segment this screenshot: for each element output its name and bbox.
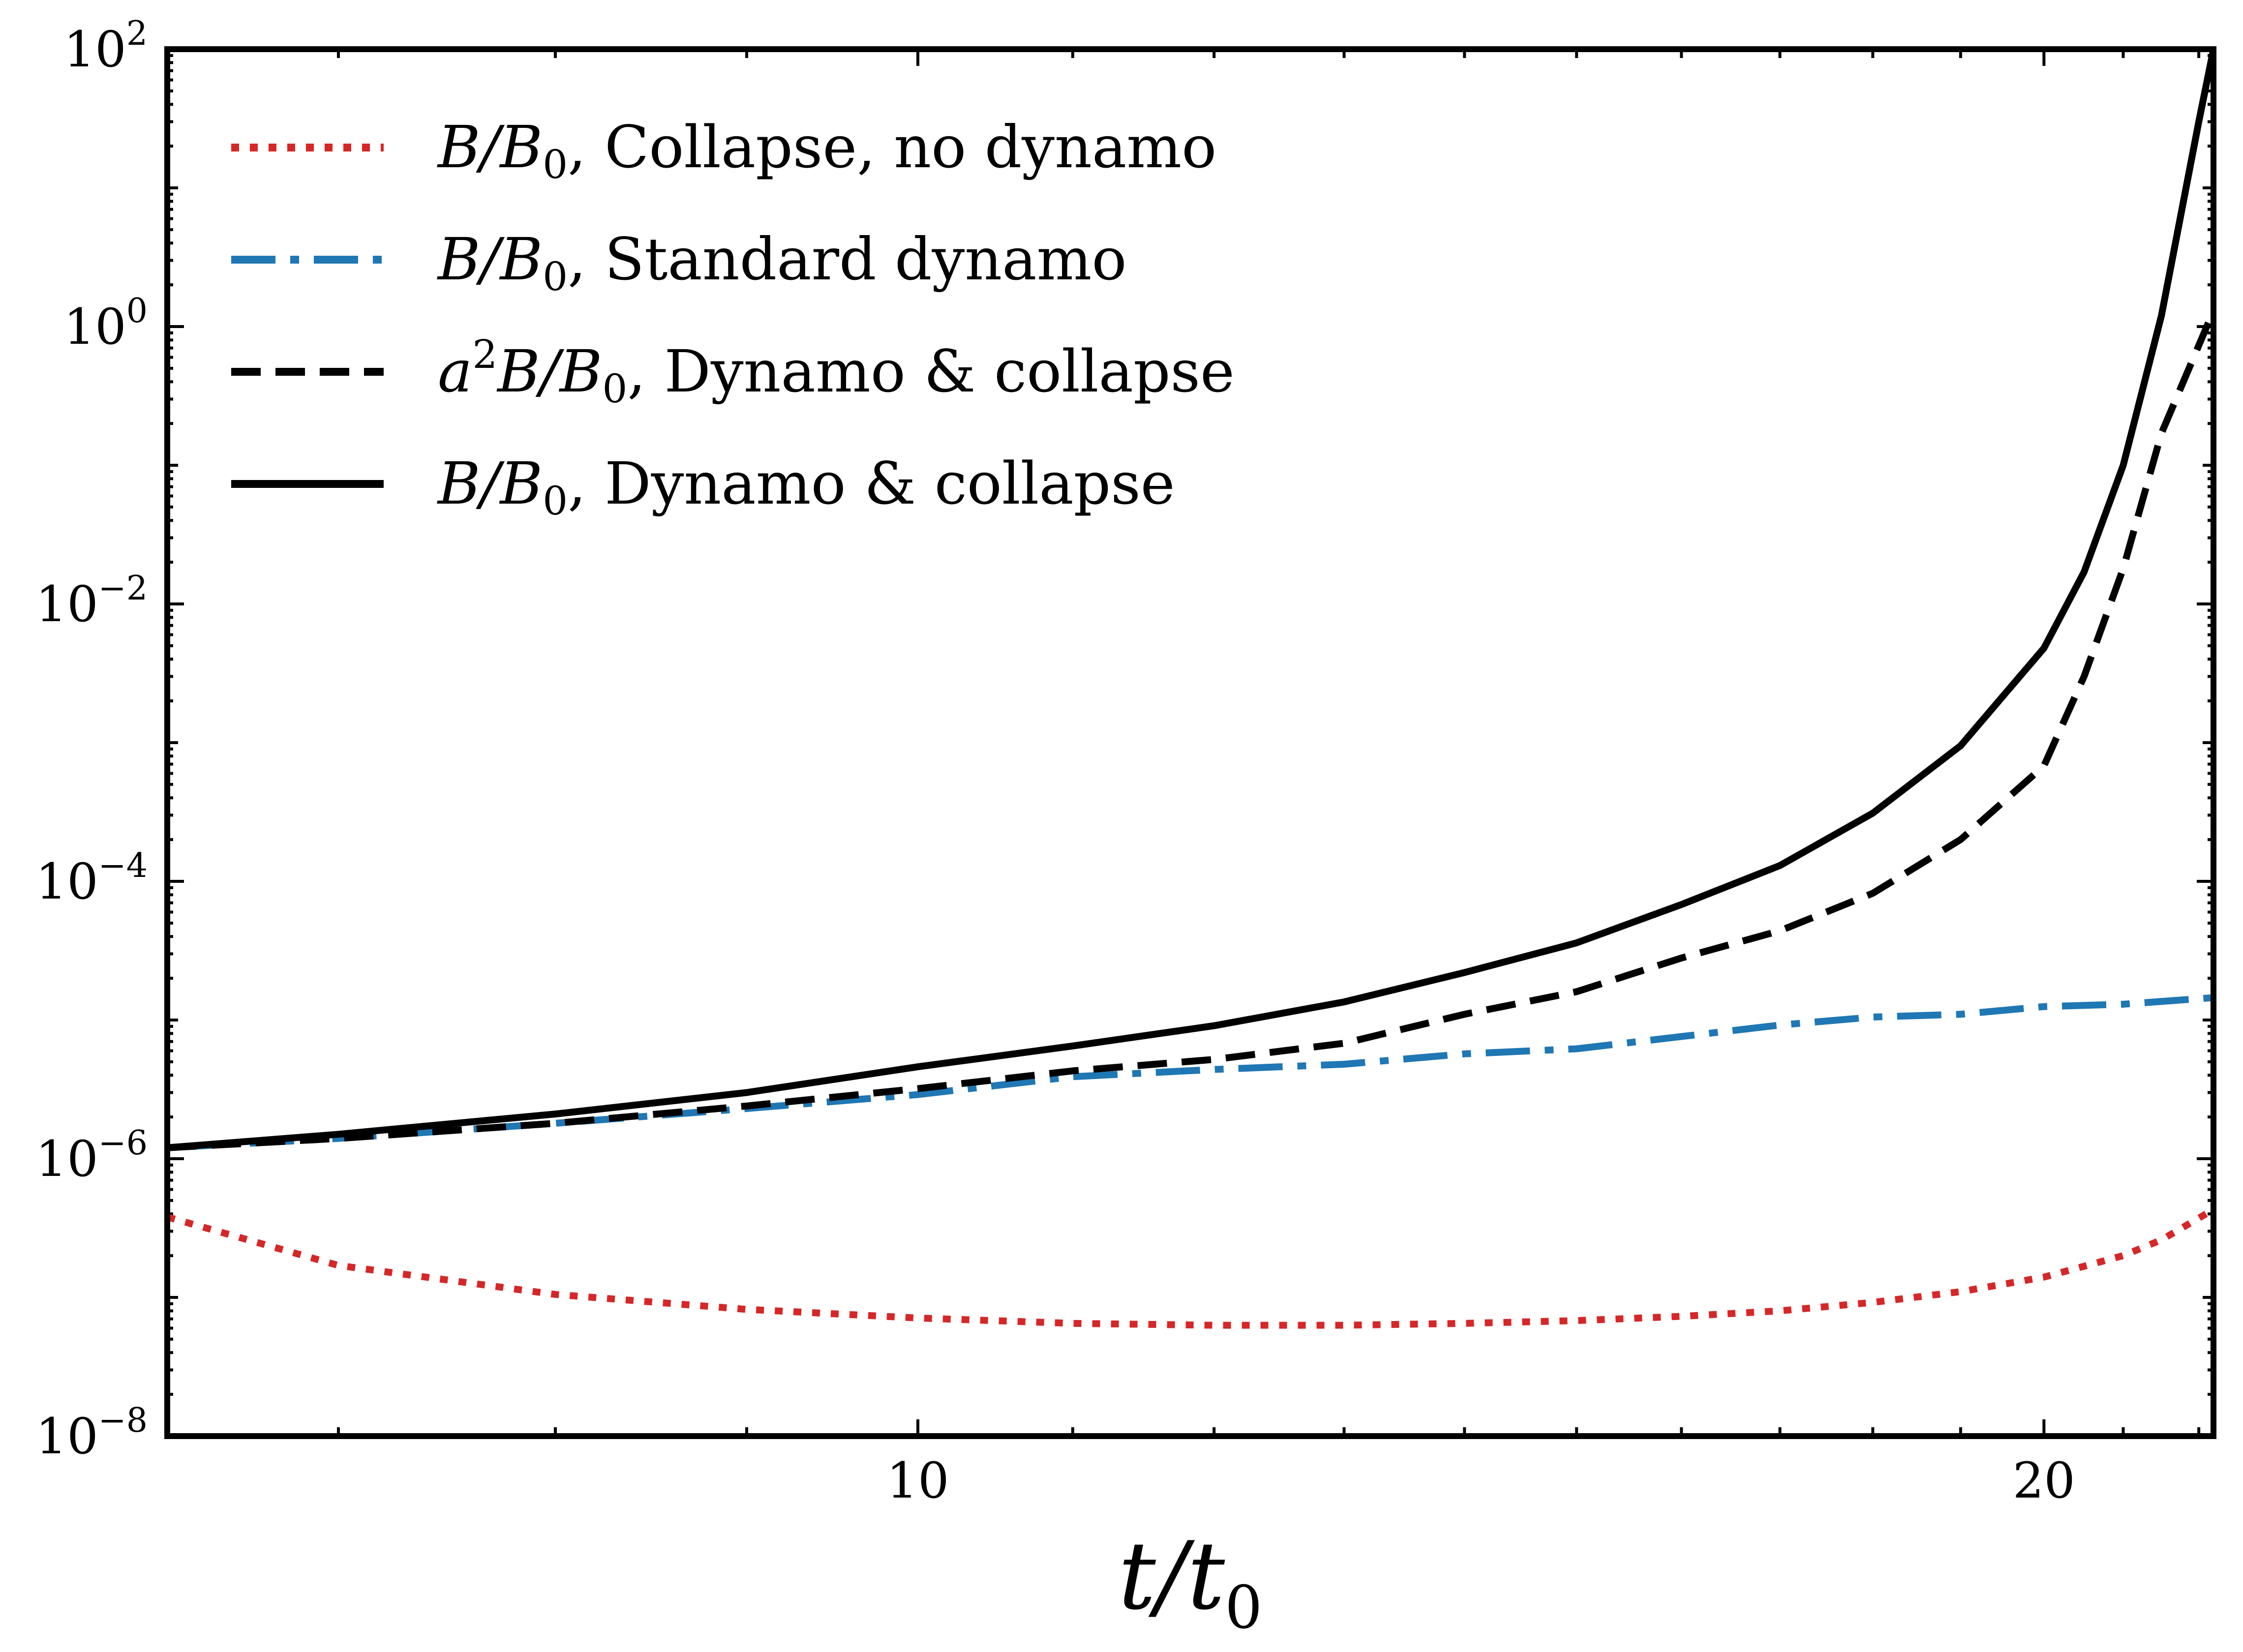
plot-frame [164, 46, 2216, 1439]
y-tick-label: 10−4 [36, 846, 148, 910]
series-line-0 [167, 1206, 2213, 1329]
legend-label-standard-dynamo: B/B0, Standard dynamo [437, 225, 1127, 300]
series-line-1 [167, 994, 2213, 1151]
x-tick-labels: 10 20 [886, 1452, 2075, 1509]
y-tick-label: 102 [63, 14, 148, 78]
x-tick-label: 20 [2013, 1452, 2075, 1509]
legend-label-a2-dynamo-collapse: a2B/B0, Dynamo & collapse [438, 331, 1235, 412]
x-axis-label: t/t0 [1118, 1522, 1262, 1642]
legend-label-collapse-no-dynamo: B/B0, Collapse, no dynamo [437, 113, 1216, 187]
x-tick-label: 10 [886, 1452, 949, 1509]
y-tick-label: 100 [63, 292, 148, 356]
y-tick-label: 10−6 [36, 1124, 148, 1188]
y-tick-label: 10−2 [36, 569, 148, 633]
legend: B/B0, Collapse, no dynamo B/B0, Standard… [231, 113, 1235, 524]
legend-label-dynamo-collapse: B/B0, Dynamo & collapse [437, 450, 1175, 524]
series-line-3 [167, 49, 2213, 1151]
y-tick-label: 10−8 [36, 1401, 148, 1465]
series-line-2 [167, 309, 2213, 1151]
y-tick-labels: 10−8 10−6 10−4 10−2 100 102 [36, 14, 148, 1465]
series-layer [167, 49, 2213, 1329]
